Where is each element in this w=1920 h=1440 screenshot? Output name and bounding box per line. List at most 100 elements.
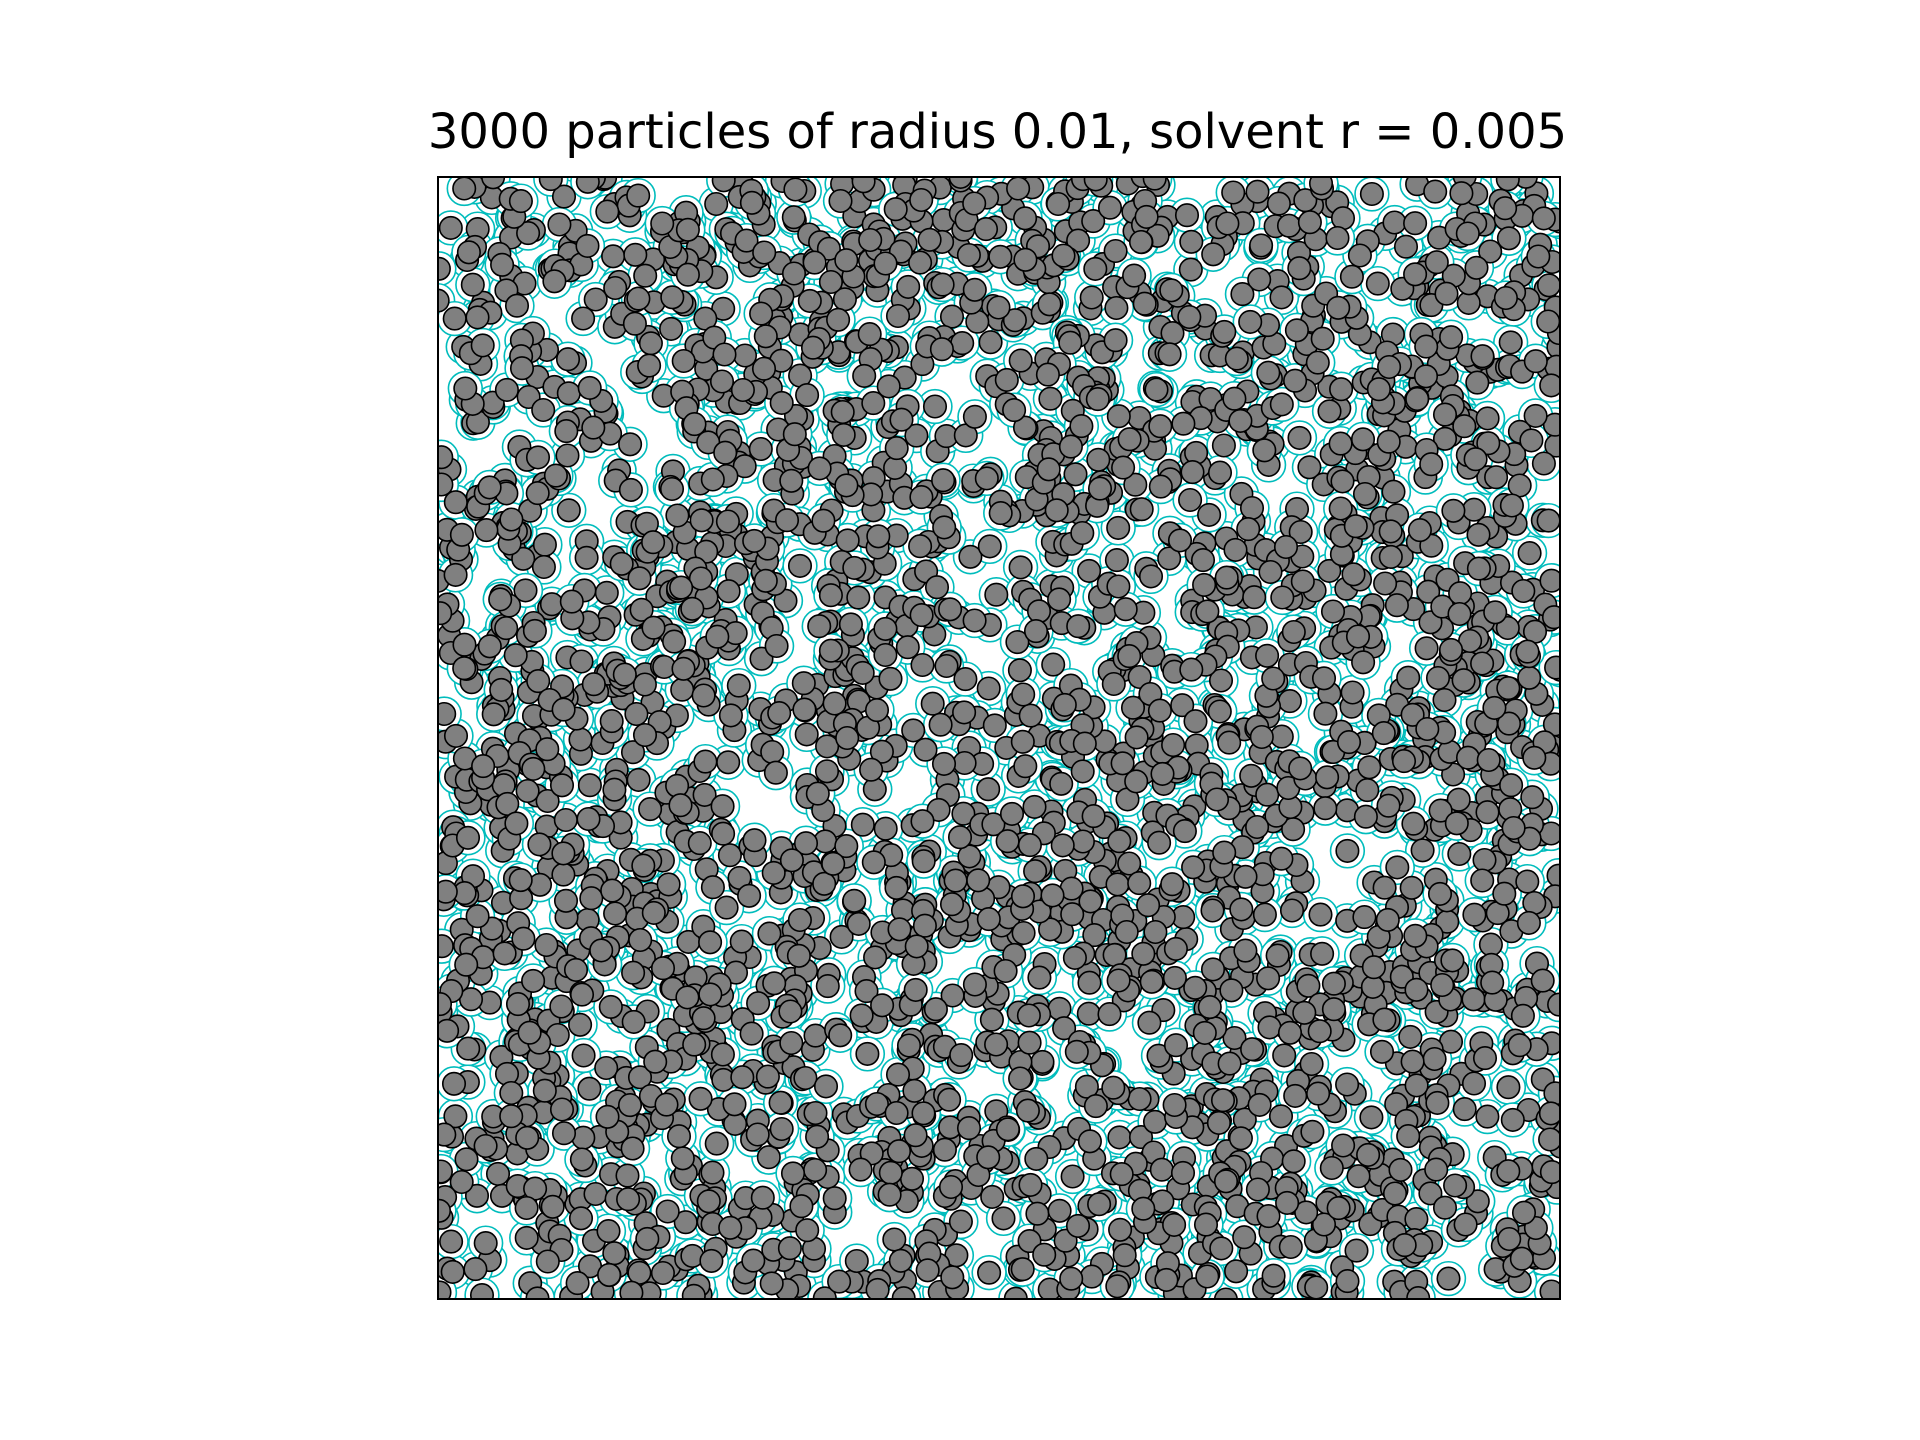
particle (456, 1036, 481, 1061)
particle (453, 376, 478, 401)
particle (1107, 1125, 1132, 1150)
particle (583, 1181, 608, 1207)
particle (732, 343, 758, 368)
particle (1398, 1024, 1423, 1049)
particle (1013, 206, 1038, 231)
particle (1038, 386, 1063, 411)
particle (863, 945, 888, 970)
particle (1106, 404, 1131, 429)
particle (1404, 1207, 1429, 1232)
particle (504, 293, 530, 318)
particle (1102, 942, 1127, 968)
particle (1132, 291, 1157, 316)
particle (1269, 724, 1294, 749)
particle (1197, 502, 1222, 527)
particle (1382, 1181, 1408, 1206)
particle (556, 381, 581, 406)
particle (659, 316, 684, 341)
particle (899, 1166, 925, 1191)
particle (1466, 522, 1491, 547)
particle (1076, 1001, 1101, 1026)
particle (1107, 829, 1132, 854)
particle (864, 698, 890, 723)
particle (711, 821, 736, 846)
particle (739, 1021, 764, 1046)
particle (1077, 970, 1102, 995)
particle (980, 1184, 1005, 1209)
particle (885, 303, 911, 329)
particle (618, 477, 643, 502)
particle (632, 672, 657, 697)
particle (1255, 782, 1280, 807)
particle (1013, 754, 1038, 779)
particle (822, 691, 847, 716)
particle (682, 1032, 707, 1057)
particle (1105, 1274, 1130, 1299)
particle (1543, 1081, 1561, 1106)
particle (1266, 191, 1291, 216)
particle (938, 1174, 964, 1200)
particle (910, 652, 935, 678)
particle (962, 277, 987, 302)
particle (1498, 330, 1523, 355)
particle (626, 183, 651, 208)
particle (1136, 893, 1161, 918)
particle (438, 215, 463, 240)
particle (624, 701, 649, 727)
particle (1281, 619, 1306, 645)
particle (1375, 907, 1400, 932)
particle (1127, 1086, 1152, 1112)
particle (577, 1076, 602, 1101)
particle (638, 331, 663, 356)
particle (827, 1269, 852, 1294)
particle (551, 862, 576, 887)
chart-title: 3000 particles of radius 0.01, solvent r… (427, 104, 1568, 160)
particle (633, 263, 658, 288)
particle (568, 727, 593, 752)
particle (437, 601, 453, 626)
particle (1060, 1164, 1085, 1189)
particle (532, 1078, 557, 1103)
particle (793, 1065, 818, 1091)
particle (1335, 838, 1360, 863)
particle (1341, 562, 1366, 587)
particle (1306, 1081, 1331, 1106)
particle (1269, 846, 1294, 871)
particle (622, 311, 647, 336)
particle (700, 467, 725, 492)
particle (986, 295, 1011, 320)
particle (1207, 699, 1232, 724)
particle (569, 982, 595, 1007)
particle (781, 261, 807, 286)
particle (1245, 179, 1270, 204)
particle (1538, 1127, 1561, 1152)
particle (1523, 403, 1548, 428)
particle (1308, 902, 1333, 927)
particle (794, 722, 819, 747)
particle (1201, 242, 1226, 267)
particle (1022, 794, 1047, 819)
particle (895, 635, 920, 660)
particle (1129, 497, 1154, 522)
particle (556, 498, 581, 523)
particle (1277, 689, 1302, 714)
particle (1355, 778, 1380, 803)
particle (1233, 864, 1258, 889)
particle (1171, 411, 1196, 436)
particle (1344, 1238, 1369, 1263)
particle (1211, 433, 1236, 458)
particle (1283, 368, 1308, 393)
particle (437, 934, 454, 959)
particle (1496, 1075, 1521, 1100)
particle (704, 191, 729, 217)
particle (805, 1124, 830, 1149)
particle (437, 472, 454, 497)
particle (913, 737, 938, 762)
particle (1008, 555, 1033, 580)
particle (717, 843, 742, 868)
particle (1432, 687, 1457, 713)
particle (828, 188, 853, 214)
particle (1017, 1030, 1042, 1055)
particle (978, 330, 1003, 355)
particle (759, 1271, 784, 1296)
